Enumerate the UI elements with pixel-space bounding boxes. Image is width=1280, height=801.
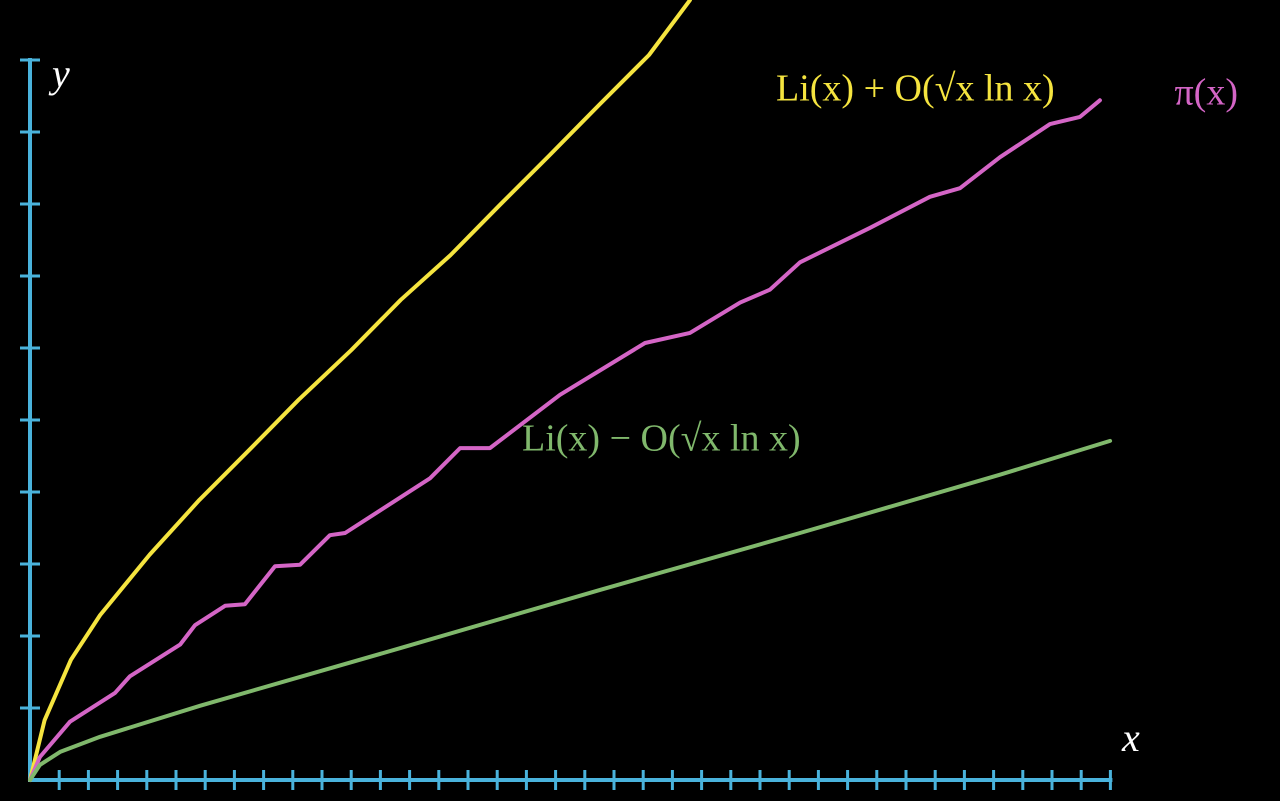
series-label: Li(x) + O(√x ln x) — [776, 68, 1055, 110]
series-line — [28, 0, 692, 782]
x-axis-label: x — [1121, 715, 1140, 760]
y-axis-label: y — [48, 51, 70, 96]
series-line — [28, 98, 1102, 782]
series-label: Li(x) − O(√x ln x) — [522, 418, 801, 460]
series-label: π(x) — [1175, 72, 1239, 114]
series-line — [28, 438, 1113, 782]
